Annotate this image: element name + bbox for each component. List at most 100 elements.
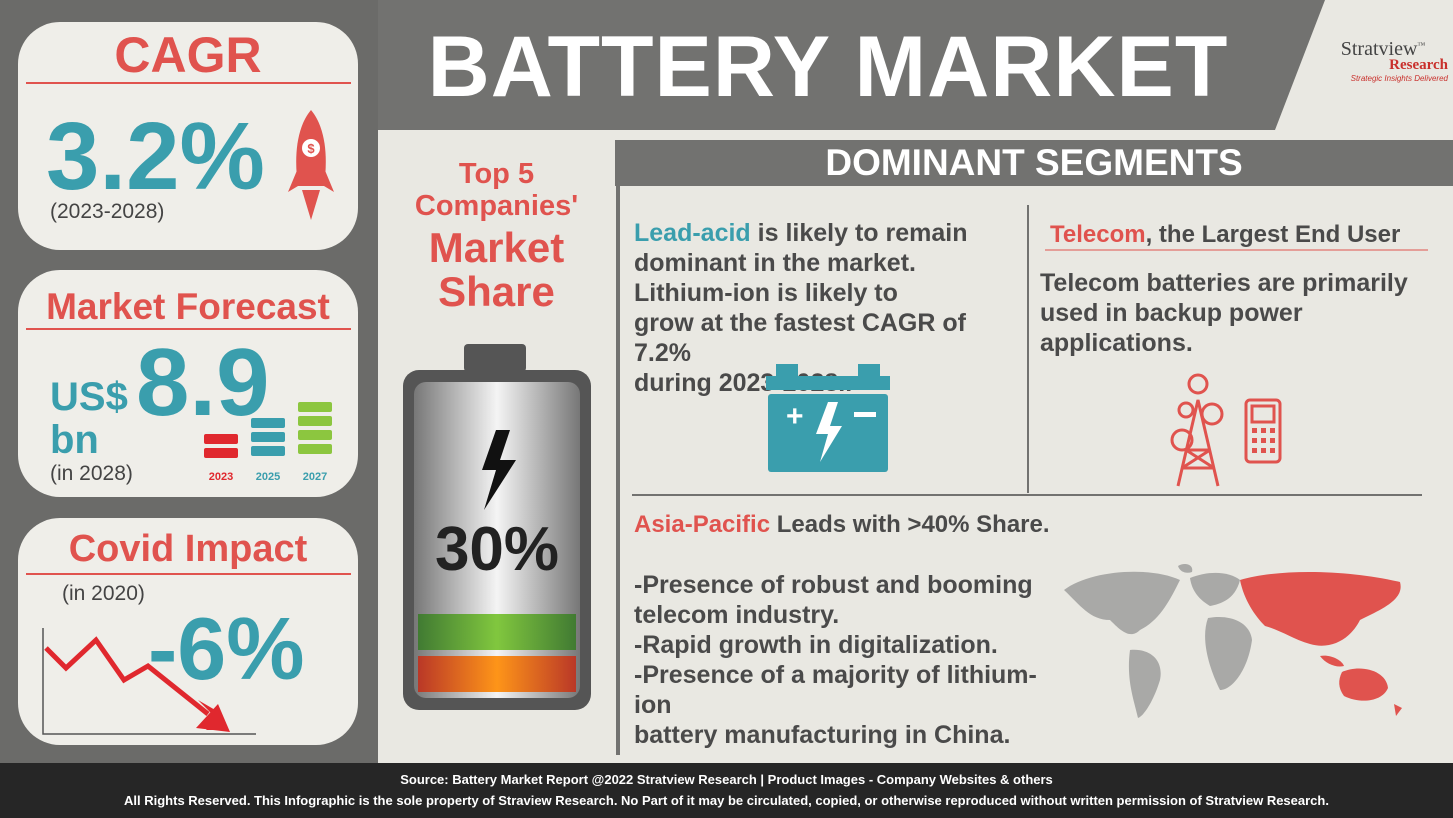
icon-part: [1240, 571, 1401, 646]
icon-part: +: [786, 400, 804, 433]
cagr-card: CAGR 3.2% (2023-2028) $: [18, 22, 358, 250]
bars-icon: [204, 402, 332, 458]
telecom-highlight: Telecom: [1050, 221, 1146, 248]
asia-line: -Rapid growth in digitalization.: [634, 631, 998, 659]
telecom-heading: Telecom, the Largest End User: [1050, 220, 1400, 250]
icon-part: [251, 446, 285, 456]
segments-header-bar: [615, 140, 1453, 186]
asia-line: -Presence of a majority of lithium-ion: [634, 661, 1037, 719]
icon-part: [1270, 438, 1275, 443]
world-map-icon: [1064, 564, 1402, 718]
icon-part: [251, 432, 285, 442]
icon-part: [1270, 428, 1275, 433]
icon-part: [288, 168, 334, 192]
icon-part: [204, 434, 238, 444]
bar-label: 2027: [302, 471, 328, 483]
top5-value: 30%: [434, 515, 560, 584]
icon-part: [251, 418, 285, 428]
top5-line: Top 5: [458, 158, 535, 190]
icon-part: [42, 628, 256, 735]
title-banner: [370, 0, 1325, 130]
icon-part: [464, 344, 526, 372]
icon-part: [1190, 572, 1240, 606]
icon-part: [1270, 448, 1275, 453]
icon-part: [1176, 399, 1220, 487]
lead-highlight: Lead-acid: [634, 219, 751, 247]
icon-part: Stratview™: [1318, 38, 1448, 61]
battery-icon: [403, 344, 591, 710]
icon-part: [1170, 428, 1194, 452]
bar-label: 2023: [208, 471, 234, 483]
icon-part: [482, 430, 516, 510]
icon-part: [302, 139, 320, 157]
asia-heading: Asia-Pacific Leads with >40% Share.: [634, 510, 1050, 540]
forecast-card: Market Forecast US$ 8.9 bn (in 2028) 202…: [18, 270, 358, 497]
top5-line: Share: [438, 268, 555, 315]
icon-part: [1064, 571, 1180, 635]
forecast-year: (in 2028): [50, 462, 133, 485]
title: BATTERY MARKET: [427, 19, 1229, 115]
bar-label: 2025: [255, 471, 281, 483]
icon-part: [1178, 564, 1193, 573]
icon-part: [1181, 448, 1211, 470]
logo-name: Stratview: [1340, 38, 1418, 60]
icon-part: [418, 614, 576, 650]
icon-part: [1320, 655, 1344, 667]
rocket-icon: $: [288, 110, 334, 220]
asia-line: -Presence of robust and booming: [634, 571, 1033, 599]
icon-part: [1250, 404, 1276, 424]
icon-part: [298, 416, 332, 426]
telecom-icon: [1170, 373, 1282, 487]
covid-heading: Covid Impact: [68, 528, 308, 570]
footer-bar: [0, 763, 1453, 818]
icon-part: [1170, 373, 1282, 487]
icon-part: [298, 430, 332, 440]
telecom-heading-rest: , the Largest End User: [1145, 221, 1401, 248]
asia-text: -Presence of robust and booming telecom …: [634, 570, 1074, 750]
lead-line: is likely to remain: [750, 219, 968, 247]
icon-part: [1187, 373, 1209, 395]
icon-part: [1261, 428, 1266, 433]
telecom-line: Telecom batteries are primarily: [1040, 269, 1408, 297]
lead-text: Lead-acid is likely to remain dominant i…: [634, 218, 1024, 398]
icon-part: [1205, 616, 1252, 690]
asia-heading-rest: Leads with >40% Share.: [770, 511, 1050, 538]
icon-part: [1252, 428, 1257, 433]
icon-part: [776, 364, 798, 376]
icon-part: Lead-acid is likely to remain: [634, 218, 1024, 248]
telecom-line: used in backup power: [1040, 299, 1303, 327]
covid-year: (in 2020): [62, 582, 145, 605]
icon-part: [44, 636, 210, 716]
lead-line: dominant in the market.: [634, 249, 916, 277]
icon-part: [1252, 448, 1257, 453]
lead-line: Lithium-ion is likely to: [634, 279, 898, 307]
icon-part: [816, 402, 842, 462]
cagr-heading: CAGR: [114, 27, 262, 83]
icon-part: [1240, 571, 1402, 716]
underline: [26, 82, 351, 84]
icon-part: [1177, 401, 1195, 419]
icon-part: [1394, 704, 1402, 716]
forecast-value: 8.9: [136, 329, 270, 436]
icon-part: [858, 364, 880, 376]
asia-highlight: Asia-Pacific: [634, 511, 771, 538]
forecast-unit: bn: [50, 418, 99, 462]
footer-source: Source: Battery Market Report @2022 Stra…: [400, 772, 1053, 787]
footer-rights: All Rights Reserved. This Infographic is…: [124, 793, 1329, 808]
underline: [26, 328, 351, 330]
forecast-heading: Market Forecast: [46, 286, 330, 327]
logo-tm: ™: [1417, 40, 1426, 50]
icon-part: [1339, 668, 1388, 701]
icon-part: [1252, 438, 1257, 443]
icon-part: [1064, 564, 1252, 718]
icon-part: [1252, 428, 1275, 453]
car-battery-icon: +: [766, 364, 890, 472]
telecom-line: applications.: [1040, 329, 1193, 357]
covid-card: Covid Impact (in 2020) -6%: [18, 518, 358, 745]
icon-part: [1261, 438, 1266, 443]
icon-part: [1128, 649, 1161, 718]
icon-part: $: [307, 141, 315, 156]
covid-value: -6%: [148, 599, 305, 698]
cagr-period: (2023-2028): [50, 200, 165, 223]
